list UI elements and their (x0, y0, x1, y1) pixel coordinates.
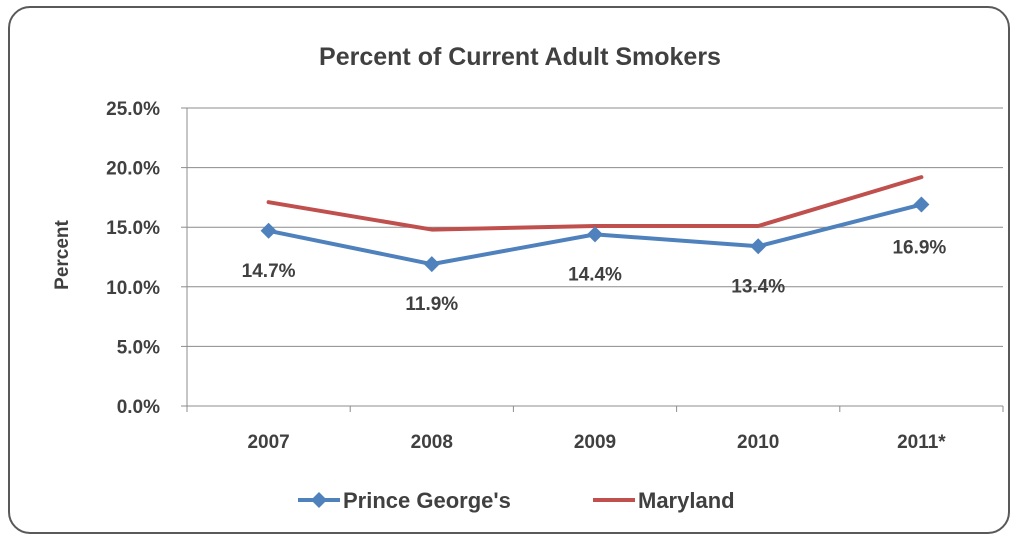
gridlines (187, 107, 1003, 347)
y-tick-label: 10.0% (106, 278, 160, 299)
data-label: 14.4% (568, 264, 622, 285)
x-tick-label: 2007 (247, 432, 289, 453)
y-tick-label: 15.0% (106, 218, 160, 239)
y-tick-label: 20.0% (106, 159, 160, 180)
legend: Prince George's Maryland (298, 488, 735, 513)
legend-marker (311, 492, 327, 508)
series-group (260, 175, 930, 273)
x-tick-label: 2009 (574, 432, 616, 453)
x-tick-labels: 2007 2008 2009 2010 2011* (247, 432, 946, 453)
y-tick-label: 5.0% (117, 337, 160, 358)
data-labels: 14.7% 11.9% 14.4% 13.4% 16.9% (242, 238, 947, 316)
data-label: 14.7% (242, 261, 296, 282)
data-label: 16.9% (892, 238, 946, 259)
chart-frame (8, 6, 1010, 534)
data-point (750, 238, 767, 255)
axes (181, 107, 1004, 412)
y-tick-labels: 0.0% 5.0% 10.0% 15.0% 20.0% 25.0% (106, 99, 160, 418)
x-tick-label: 2011* (897, 432, 946, 453)
data-point (587, 226, 603, 243)
legend-label: Maryland (638, 488, 735, 513)
x-tick-label: 2008 (411, 432, 453, 453)
legend-label: Prince George's (343, 488, 511, 513)
y-axis-label: Percent (52, 219, 73, 289)
y-tick-label: 0.0% (117, 397, 160, 418)
data-label: 13.4% (731, 276, 785, 297)
data-point (913, 196, 930, 213)
y-tick-label: 25.0% (106, 99, 160, 120)
data-label: 11.9% (405, 294, 458, 315)
x-tick-label: 2010 (737, 432, 779, 453)
data-point (260, 222, 277, 239)
series-line-maryland (266, 175, 924, 232)
data-point (423, 256, 440, 273)
chart-title: Percent of Current Adult Smokers (319, 43, 721, 71)
